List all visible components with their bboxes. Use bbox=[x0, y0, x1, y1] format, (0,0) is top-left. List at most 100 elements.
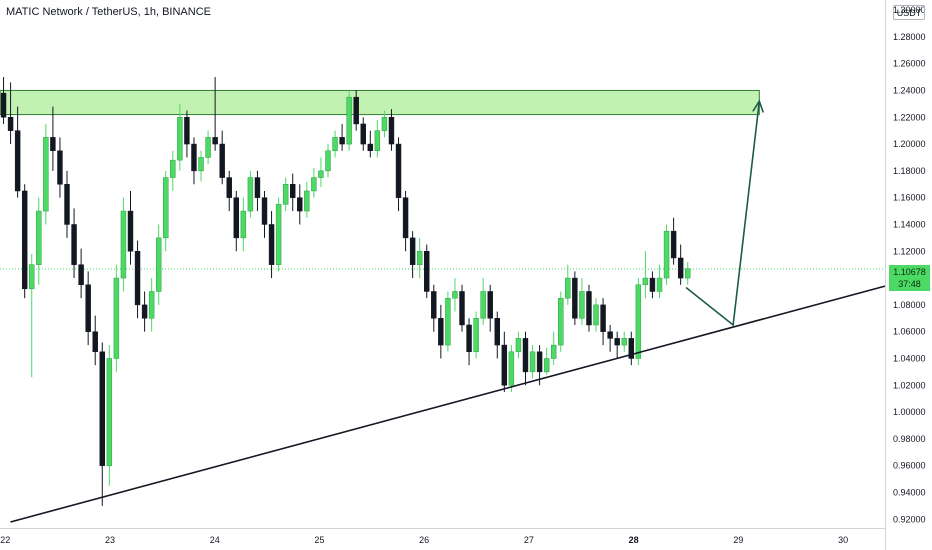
y-tick-label: 0.96000 bbox=[893, 461, 926, 471]
candle-body bbox=[148, 291, 155, 319]
candle-body bbox=[219, 143, 225, 178]
candle-body bbox=[233, 197, 240, 239]
y-tick-label: 1.00000 bbox=[893, 407, 926, 417]
candle-body bbox=[106, 358, 113, 466]
candle-body bbox=[205, 137, 211, 158]
y-tick-label: 1.24000 bbox=[893, 85, 926, 95]
candle-body bbox=[487, 291, 493, 319]
candle-body bbox=[558, 297, 564, 346]
currency-unit-button[interactable]: USDT bbox=[893, 5, 925, 20]
y-tick-label: 1.14000 bbox=[893, 219, 926, 229]
candle-body bbox=[163, 177, 169, 239]
candle-body bbox=[529, 351, 536, 373]
y-tick-label: 1.12000 bbox=[893, 246, 926, 256]
candle-body bbox=[57, 150, 63, 185]
x-tick-label[interactable]: 29 bbox=[733, 535, 743, 545]
candle-body bbox=[43, 137, 49, 212]
candle-body bbox=[572, 277, 578, 319]
candle-body bbox=[14, 130, 21, 192]
candle-body bbox=[0, 92, 7, 118]
candle-body bbox=[445, 297, 451, 346]
candle-body bbox=[141, 304, 148, 319]
y-tick-label: 1.20000 bbox=[893, 139, 926, 149]
candle-body bbox=[155, 237, 162, 292]
candle-body bbox=[50, 137, 56, 152]
y-tick-label: 1.18000 bbox=[893, 166, 926, 176]
candle-body bbox=[254, 177, 261, 198]
candle-body bbox=[304, 190, 310, 212]
candle-body bbox=[318, 170, 324, 178]
candle-body bbox=[402, 197, 409, 239]
candle-body bbox=[409, 237, 416, 265]
candle-body bbox=[191, 143, 197, 172]
candle-body bbox=[7, 117, 14, 131]
candle-body bbox=[113, 277, 120, 359]
candle-body bbox=[522, 338, 529, 373]
candle-body bbox=[684, 268, 691, 279]
x-tick-label[interactable]: 26 bbox=[419, 535, 429, 545]
projection-path[interactable] bbox=[685, 101, 761, 327]
y-tick-label: 1.16000 bbox=[893, 193, 926, 203]
x-tick-label[interactable]: 30 bbox=[838, 535, 848, 545]
x-tick-label[interactable]: 23 bbox=[105, 535, 115, 545]
candle-body bbox=[494, 318, 500, 346]
candle-body bbox=[290, 184, 296, 198]
candle-body bbox=[670, 230, 677, 259]
y-tick-label: 1.28000 bbox=[893, 32, 926, 42]
candle-body bbox=[198, 157, 204, 172]
x-tick-label[interactable]: 25 bbox=[314, 535, 324, 545]
candle-body bbox=[508, 351, 515, 386]
candle-body bbox=[593, 304, 599, 326]
candle-body bbox=[212, 137, 218, 145]
candle-body bbox=[621, 338, 627, 346]
candle-body bbox=[184, 117, 190, 145]
candle-body bbox=[268, 224, 275, 265]
x-tick-label[interactable]: 22 bbox=[0, 535, 10, 545]
candle-body bbox=[473, 318, 479, 353]
x-tick-label[interactable]: 24 bbox=[210, 535, 220, 545]
candle-body bbox=[543, 358, 550, 373]
candle-body bbox=[71, 224, 77, 265]
candle-body bbox=[579, 291, 585, 319]
candle-body bbox=[134, 251, 141, 306]
candle-body bbox=[177, 117, 183, 161]
y-tick-label: 1.08000 bbox=[893, 300, 926, 310]
candle-body bbox=[635, 284, 642, 359]
x-tick-label[interactable]: 28 bbox=[629, 535, 639, 545]
candle-body bbox=[85, 284, 91, 332]
candle-body bbox=[452, 291, 458, 299]
candle-body bbox=[247, 177, 254, 212]
candle-body bbox=[367, 143, 374, 152]
resistance-zone-rectangle[interactable] bbox=[0, 89, 760, 116]
candle-body bbox=[677, 257, 684, 279]
candle-body bbox=[501, 344, 508, 386]
candle-body bbox=[297, 197, 303, 212]
candle-body bbox=[614, 338, 620, 346]
candle-body bbox=[565, 277, 571, 299]
candle-body bbox=[240, 210, 247, 239]
candle-body bbox=[600, 304, 606, 332]
candle-body bbox=[311, 177, 317, 192]
candle-body bbox=[431, 291, 437, 319]
y-tick-label: 1.30000 bbox=[893, 5, 926, 15]
y-tick-label: 0.94000 bbox=[893, 487, 926, 497]
candle-body bbox=[120, 210, 127, 279]
x-tick-label[interactable]: 27 bbox=[524, 535, 534, 545]
support-trendline[interactable] bbox=[10, 285, 886, 523]
candle-body bbox=[536, 351, 543, 373]
y-tick-label: 1.02000 bbox=[893, 380, 926, 390]
candle-countdown: 37:48 bbox=[898, 279, 921, 289]
candle-body bbox=[325, 150, 331, 172]
y-tick-label: 0.92000 bbox=[893, 514, 926, 524]
candle-body bbox=[92, 331, 98, 353]
candle-body bbox=[466, 324, 472, 353]
candle-body bbox=[339, 137, 345, 145]
candle-body bbox=[628, 338, 635, 359]
candle-body bbox=[29, 264, 35, 290]
candle-body bbox=[424, 251, 430, 292]
candle-body bbox=[261, 197, 268, 225]
y-tick-label: 1.04000 bbox=[893, 353, 926, 363]
candle-body bbox=[388, 117, 395, 145]
